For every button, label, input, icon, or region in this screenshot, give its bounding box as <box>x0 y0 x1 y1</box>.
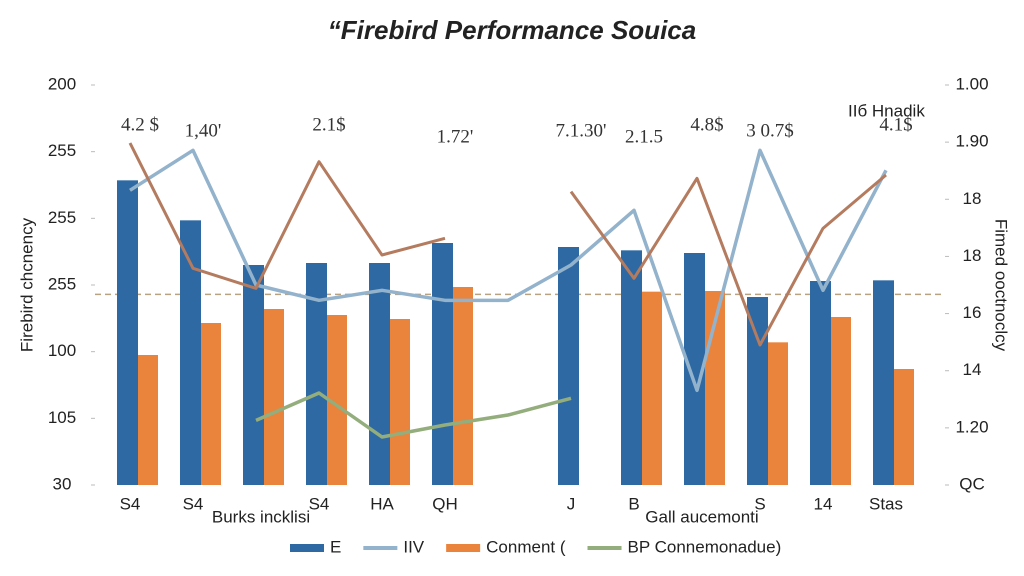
bar <box>138 355 158 485</box>
trend-line <box>569 173 887 347</box>
bar <box>684 253 705 485</box>
trend-line <box>128 142 446 290</box>
bar <box>369 263 390 485</box>
y2-tick-label: 14 <box>963 360 982 379</box>
legend-label: BP Connemonadue) <box>628 537 782 556</box>
bar <box>810 281 831 485</box>
x-tick-label: 14 <box>814 494 833 513</box>
y2-tick-label: 1.20 <box>955 417 988 436</box>
bar <box>243 265 264 485</box>
bar <box>264 309 284 485</box>
y2-tick-label: QC <box>959 474 985 493</box>
y-axis-label: Firebird chcnency <box>17 217 36 352</box>
annotation: 4.1$ <box>879 114 912 135</box>
bar <box>558 247 579 485</box>
y-tick-label: 255 <box>48 208 76 227</box>
bar <box>831 317 851 485</box>
annotation: 1.72' <box>437 126 474 147</box>
bar <box>621 250 642 485</box>
x-tick-label: Burks incklisi <box>212 507 310 526</box>
x-tick-label: S <box>754 494 765 513</box>
bar <box>453 287 473 485</box>
bar <box>306 263 327 485</box>
x-tick-label: J <box>567 494 576 513</box>
y-tick-label: 30 <box>53 474 72 493</box>
legend-swatch <box>446 544 481 552</box>
x-tick-label: B <box>628 494 639 513</box>
legend-label: Conment ( <box>486 537 566 556</box>
y-tick-label: 255 <box>48 274 76 293</box>
annotation: 7.1.30' <box>556 120 607 141</box>
annotation: 2.1$ <box>312 114 345 135</box>
bar <box>747 297 768 485</box>
annotation: 4.8$ <box>690 114 723 135</box>
bar <box>642 291 662 485</box>
bar <box>432 243 453 485</box>
x-tick-label: S4 <box>120 494 141 513</box>
bar <box>768 342 788 485</box>
bar <box>390 319 410 485</box>
legend-label: E <box>330 537 341 556</box>
bar <box>180 220 201 486</box>
x-tick-label: Gall aucemonti <box>645 507 758 526</box>
x-tick-label: S4 <box>183 494 204 513</box>
x-tick-label: Stas <box>869 494 903 513</box>
bar <box>201 323 221 485</box>
y2-tick-label: 18 <box>963 246 982 265</box>
legend-label: IIV <box>403 537 424 556</box>
y-tick-label: 255 <box>48 141 76 160</box>
x-tick-label: QH <box>432 494 458 513</box>
bar <box>894 369 914 485</box>
y-tick-label: 105 <box>48 408 76 427</box>
annotation: 2.1.5 <box>625 126 663 147</box>
legend-swatch <box>290 544 324 552</box>
bar <box>117 180 138 486</box>
y2-tick-label: 1.90 <box>955 132 988 151</box>
chart-title: “Firebird Performance Souica <box>328 15 696 45</box>
bar <box>873 280 894 485</box>
y2-tick-label: 18 <box>963 189 982 208</box>
y2-tick-label: 16 <box>963 303 982 322</box>
annotation: 3 0.7$ <box>746 120 794 141</box>
y-tick-label: 200 <box>48 74 76 93</box>
y2-tick-label: 1.00 <box>955 74 988 93</box>
bar <box>327 315 347 485</box>
x-tick-label: S4 <box>309 494 330 513</box>
x-tick-label: HA <box>370 494 394 513</box>
annotation: 1,40' <box>185 120 222 141</box>
annotation: 4.2 $ <box>121 114 159 135</box>
y2-axis-label: Fimed ooctnoclcy <box>992 219 1011 352</box>
y-tick-label: 100 <box>48 341 76 360</box>
legend-note: IIб Hnadik <box>848 101 925 120</box>
line <box>255 391 572 439</box>
